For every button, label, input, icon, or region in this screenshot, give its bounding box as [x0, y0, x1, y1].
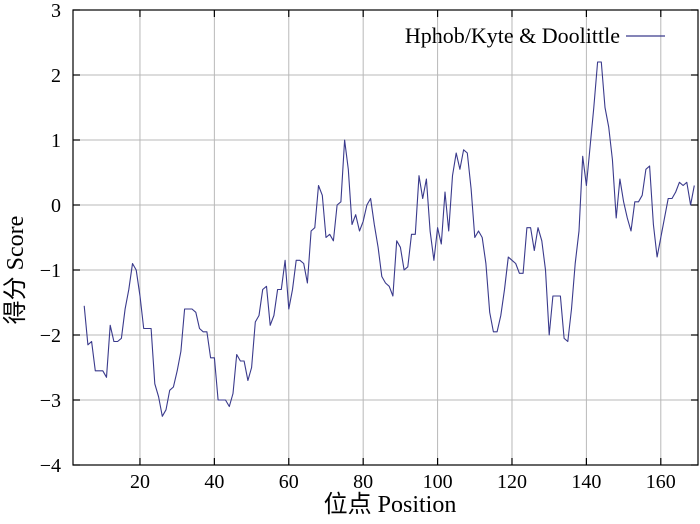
- x-tick-label: 120: [497, 471, 527, 493]
- legend: Hphob/Kyte & Doolittle: [405, 23, 665, 48]
- x-tick-label: 20: [130, 471, 150, 493]
- y-tick-label: 1: [51, 130, 61, 152]
- y-tick-label: −2: [40, 325, 61, 347]
- grid-layer: [73, 10, 698, 465]
- y-tick-label: 0: [51, 195, 61, 217]
- x-tick-label: 140: [571, 471, 601, 493]
- x-axis-title: 位点 Position: [324, 491, 457, 518]
- y-tick-label: −4: [40, 455, 61, 477]
- legend-label: Hphob/Kyte & Doolittle: [405, 23, 620, 48]
- ticks-layer: 20 40 60 80 100 120 140 160 −4 −3 −2 −1 0 1 2 3: [40, 0, 698, 493]
- x-tick-label: 60: [279, 471, 299, 493]
- series-line: [83, 61, 695, 417]
- y-tick-label: 2: [51, 65, 61, 87]
- x-tick-label: 100: [423, 471, 453, 493]
- x-tick-label: 40: [204, 471, 224, 493]
- plot-frame: [72, 9, 699, 466]
- y-tick-label: −3: [40, 390, 61, 412]
- x-tick-label: 80: [353, 471, 373, 493]
- series-layer: [83, 61, 695, 417]
- y-tick-label: −1: [40, 260, 61, 282]
- y-tick-label: 3: [51, 0, 61, 22]
- x-tick-label: 160: [646, 471, 676, 493]
- y-axis-title: 得分 Score: [2, 216, 29, 325]
